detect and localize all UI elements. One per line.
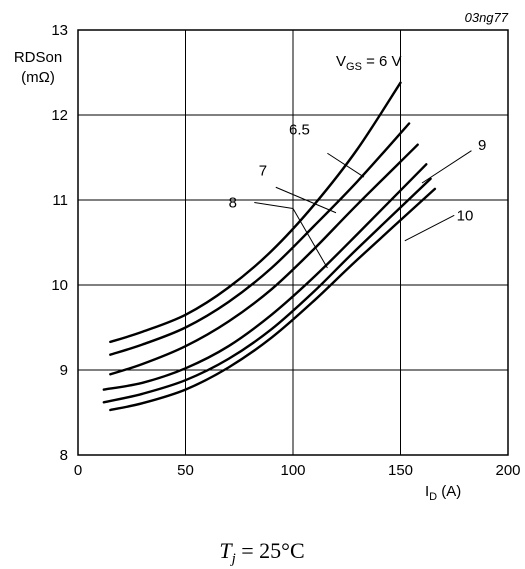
x-tick-labels: 0 50 100 150 200: [74, 462, 521, 479]
caption: Tj = 25°C: [219, 538, 304, 567]
leader-line-8: [254, 202, 294, 209]
y-axis-label-line2: (mΩ): [21, 69, 55, 86]
caption-rest: = 25°C: [236, 538, 305, 563]
caption-main: T: [219, 538, 233, 563]
vgs-label: VGS = 6 V: [336, 53, 402, 73]
x-axis-label-unit: (A): [437, 483, 461, 500]
grid: [78, 30, 508, 455]
series-line-vgs-6: [109, 81, 402, 344]
y-tick-label: 9: [60, 362, 68, 379]
series-line-vgs-6-5: [109, 122, 411, 356]
series-line-vgs-9: [102, 177, 432, 404]
x-axis-label-main: I: [425, 483, 429, 500]
curves: [102, 81, 437, 412]
series-line-vgs-10: [109, 187, 437, 412]
series-label-8: 8: [229, 195, 237, 212]
y-tick-label: 10: [51, 277, 68, 294]
x-tick-label: 50: [177, 462, 194, 479]
leader-line-7: [275, 186, 337, 214]
x-axis-label: ID (A): [425, 483, 461, 503]
figure-id: 03ng77: [465, 10, 509, 25]
series-label-6-5: 6.5: [289, 121, 310, 138]
x-tick-label: 0: [74, 462, 82, 479]
vgs-label-rest: = 6 V: [362, 53, 402, 70]
leader-line-9: [421, 150, 472, 184]
vgs-label-sub: GS: [346, 61, 362, 73]
vgs-label-main: V: [336, 53, 346, 70]
x-tick-label: 100: [280, 462, 305, 479]
x-tick-label: 150: [388, 462, 413, 479]
y-tick-label: 11: [52, 192, 68, 209]
y-tick-label: 13: [51, 22, 68, 39]
plot-frame: [77, 29, 509, 456]
annotation-leaders: [254, 150, 472, 269]
series-line-vgs-7: [109, 143, 419, 376]
series-label-10: 10: [457, 207, 474, 224]
y-tick-label: 8: [60, 447, 68, 464]
series-label-9: 9: [478, 137, 486, 154]
leader-line-6-5: [327, 152, 365, 178]
series-line-vgs-8: [102, 163, 428, 391]
caption-sub: j: [230, 551, 236, 567]
y-tick-labels: 8 9 10 11 12 13: [51, 22, 68, 464]
y-tick-label: 12: [51, 107, 68, 124]
x-tick-label: 200: [495, 462, 520, 479]
x-axis-label-sub: D: [429, 491, 437, 503]
annotation-labels: 6.5 7 8 9 10: [229, 121, 487, 224]
y-axis-label-line1: RDSon: [14, 49, 62, 66]
series-label-7: 7: [259, 162, 267, 179]
leader-line-8-b: [292, 208, 328, 269]
leader-line-10: [404, 214, 455, 242]
